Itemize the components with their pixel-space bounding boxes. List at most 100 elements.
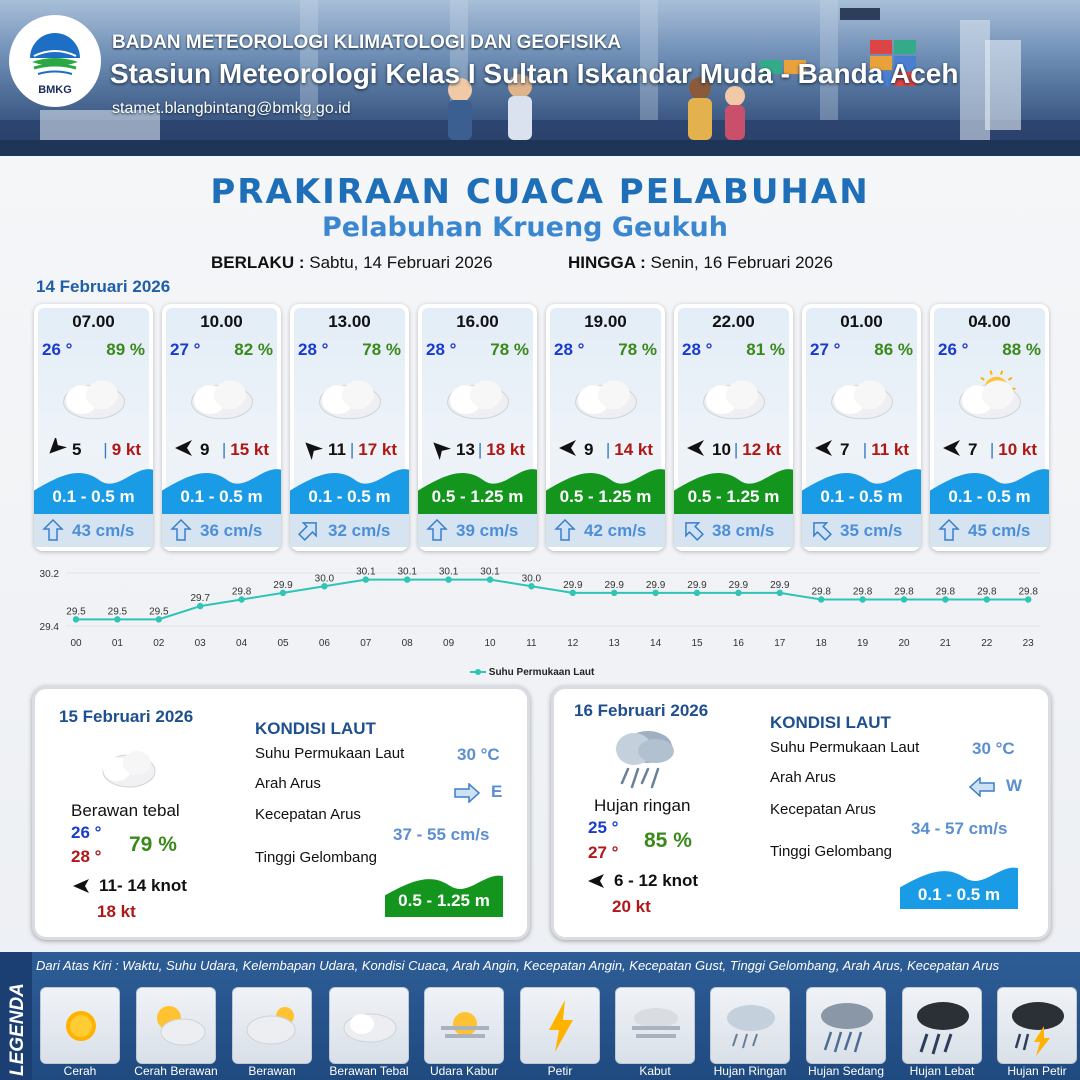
sun-cloud-icon xyxy=(157,1006,206,1046)
data-point xyxy=(528,583,535,590)
x-tick-label: 01 xyxy=(112,638,124,649)
x-tick-label: 19 xyxy=(857,638,869,649)
current-west-arrow-icon xyxy=(968,777,995,797)
bmkg-emblem-icon xyxy=(30,33,80,75)
x-tick-label: 07 xyxy=(360,638,372,649)
cloud-icon xyxy=(343,1013,397,1043)
card-gust-value: 10 kt xyxy=(998,440,1037,459)
cloud-sun-icon xyxy=(246,1007,296,1045)
card-gust-value: 9 kt xyxy=(111,440,141,459)
data-label: 29.8 xyxy=(811,587,831,598)
wave-shape xyxy=(900,867,1018,909)
card-air-temp: 28 ° xyxy=(554,340,585,359)
card-gust-value: 11 kt xyxy=(871,440,909,459)
x-tick-label: 02 xyxy=(153,638,165,649)
wind-direction-icon xyxy=(305,442,324,460)
forecast-card: 22.00 28 ° 81 % 10 | 12 kt 0.5 - 1.25 m 38 cm/s xyxy=(674,304,793,551)
data-label: 29.8 xyxy=(232,587,252,598)
station-email[interactable]: stamet.blangbintang@bmkg.go.id xyxy=(112,100,351,117)
day2-condition: Berawan tebal xyxy=(71,801,180,820)
legend-item-label: Petir xyxy=(547,1064,573,1078)
current-direction-icon xyxy=(42,518,64,541)
card-gust: | 11 kt xyxy=(862,440,909,459)
card-air-temp: 28 ° xyxy=(298,340,329,359)
day3-wave-value: 0.1 - 0.5 m xyxy=(917,885,1001,904)
chart-legend: Suhu Permukaan Laut xyxy=(470,667,594,678)
data-label: 29.8 xyxy=(936,587,956,598)
data-label: 29.5 xyxy=(66,606,86,617)
card-gust: | 17 kt xyxy=(349,440,397,459)
day3-current-dir-label: Arah Arus xyxy=(770,769,836,786)
card-current: 42 cm/s xyxy=(546,514,665,547)
haze-icon xyxy=(441,1012,489,1038)
card-time: 10.00 xyxy=(200,312,243,331)
agency-name: BADAN METEOROLOGI KLIMATOLOGI DAN GEOFIS… xyxy=(112,32,622,53)
rain-cloud-icon xyxy=(616,731,674,789)
day2-tmin: 26 ° xyxy=(71,823,102,842)
x-tick-label: 14 xyxy=(650,638,662,649)
card-air-temp: 28 ° xyxy=(426,340,457,359)
x-tick-label: 06 xyxy=(319,638,331,649)
card-current-speed: 35 cm/s xyxy=(840,521,903,540)
data-label: 30.1 xyxy=(439,567,459,578)
card-current-speed: 45 cm/s xyxy=(968,521,1031,540)
harbor-illustration xyxy=(0,0,1080,156)
day3-tmin: 25 ° xyxy=(588,818,619,837)
card-wind: 10 | 12 kt xyxy=(678,438,789,462)
wind-direction-icon xyxy=(687,440,704,456)
day3-tmax: 27 ° xyxy=(588,843,619,862)
y-tick-label: 30.2 xyxy=(40,569,60,580)
card-wind-speed: 10 xyxy=(712,440,731,459)
data-label: 29.9 xyxy=(604,580,624,591)
legend-side-label: LEGENDA xyxy=(0,952,32,1080)
wave-height-badge xyxy=(900,867,1018,909)
card-wind: 13 | 18 kt xyxy=(422,438,533,462)
card-gust: | 9 kt xyxy=(103,440,141,459)
data-point xyxy=(569,589,576,597)
day2-sea-heading: KONDISI LAUT xyxy=(255,719,376,738)
data-point xyxy=(900,596,908,603)
card-time: 07.00 xyxy=(72,312,115,331)
card-humidity: 78 % xyxy=(618,340,657,359)
wind-direction-icon xyxy=(175,440,192,456)
current-direction-icon xyxy=(685,522,704,541)
data-label: 30.1 xyxy=(397,567,417,578)
card-air-temp: 27 ° xyxy=(810,340,841,359)
sun-icon xyxy=(66,1011,96,1041)
card-humidity: 89 % xyxy=(106,340,145,359)
data-label: 29.9 xyxy=(687,580,707,591)
wave-height-badge xyxy=(802,469,921,514)
legend-item xyxy=(997,987,1077,1064)
y-tick-label: 29.4 xyxy=(40,622,60,633)
x-tick-label: 22 xyxy=(981,638,993,649)
day2-date: 15 Februari 2026 xyxy=(59,707,194,726)
data-point xyxy=(693,589,701,597)
card-wave-height: 0.1 - 0.5 m xyxy=(820,487,903,506)
x-tick-label: 13 xyxy=(609,638,621,649)
legend-series-name: Suhu Permukaan Laut xyxy=(488,667,595,678)
x-tick-label: 00 xyxy=(70,638,82,649)
legend-item-label: Berawan xyxy=(248,1064,296,1078)
x-tick-label: 03 xyxy=(195,638,207,649)
legend-item xyxy=(424,987,504,1064)
card-gust-value: 15 kt xyxy=(230,440,269,459)
card-current: 45 cm/s xyxy=(930,514,1049,547)
legend-item xyxy=(806,987,886,1064)
wind-east-arrow-icon xyxy=(588,874,604,888)
day3-gust: 20 kt xyxy=(612,897,651,916)
data-label: 29.5 xyxy=(108,606,128,617)
legend-item xyxy=(232,987,312,1064)
card-current-speed: 42 cm/s xyxy=(584,521,647,540)
rain-light-icon xyxy=(727,1005,775,1049)
card-time: 04.00 xyxy=(968,312,1011,331)
day2-tmax: 28 ° xyxy=(71,847,102,866)
data-point xyxy=(652,589,659,597)
day3-wind: 6 - 12 knot xyxy=(614,871,699,890)
data-point xyxy=(1025,596,1032,603)
card-time: 22.00 xyxy=(712,312,755,331)
card-wave-height: 0.1 - 0.5 m xyxy=(948,487,1031,506)
day3-sea-heading: KONDISI LAUT xyxy=(770,713,891,732)
rain-heavy-icon xyxy=(917,1002,969,1055)
cloud-icon xyxy=(191,380,253,420)
data-point xyxy=(155,616,162,623)
